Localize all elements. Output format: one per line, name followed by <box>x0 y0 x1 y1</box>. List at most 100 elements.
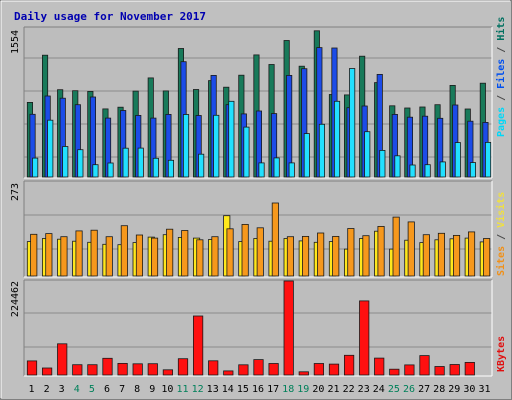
day-label: 17 <box>267 384 279 395</box>
middle-bar-sites-day-9 <box>150 237 159 277</box>
bottom-bar-kbytes-day-7 <box>117 362 128 376</box>
middle-bar-sites-day-23 <box>362 235 370 277</box>
day-label: 19 <box>297 384 309 395</box>
middle-bar-sites-day-15 <box>241 223 249 277</box>
bottom-bar-kbytes-day-16 <box>253 359 264 376</box>
bottom-series-legend: KBytes <box>496 336 507 372</box>
day-label: 31 <box>478 384 490 395</box>
top-bar-pages-day-21 <box>333 100 341 178</box>
day-label: 22 <box>343 384 355 395</box>
top-bar-pages-day-2 <box>47 119 54 178</box>
day-label: 1 <box>28 384 34 395</box>
day-label: 3 <box>59 384 65 395</box>
day-label: 29 <box>448 384 460 395</box>
top-bar-pages-day-16 <box>258 162 265 178</box>
bottom-bar-kbytes-day-23 <box>359 300 370 376</box>
top-bar-pages-day-20 <box>318 123 325 178</box>
middle-bar-sites-day-13 <box>211 236 219 277</box>
top-bar-pages-day-31 <box>484 141 492 178</box>
middle-bar-sites-day-30 <box>467 231 476 277</box>
day-label: 7 <box>119 384 125 395</box>
middle-bar-sites-day-18 <box>286 236 294 277</box>
top-bar-pages-day-26 <box>409 164 416 178</box>
day-label: 12 <box>192 384 204 395</box>
middle-bar-sites-day-4 <box>75 230 83 277</box>
x-axis-day-labels: 1 2 3 4 5 6 7 8 9 10 11 12 13 14 15 16 17 18 19 20 21 22 23 24 2… <box>28 384 490 395</box>
legend-text: Visits <box>495 192 507 228</box>
day-label: 23 <box>358 384 370 395</box>
top-bar-pages-day-4 <box>77 149 84 178</box>
bottom-bar-kbytes-day-2 <box>42 367 53 376</box>
bottom-bar-kbytes-day-4 <box>72 364 83 376</box>
top-bar-pages-day-17 <box>273 157 280 178</box>
day-label: 4 <box>74 384 80 395</box>
bottom-bar-kbytes-day-29 <box>449 364 460 376</box>
bottom-y-max-label: 224462 <box>10 281 21 317</box>
top-bar-files-day-18 <box>286 75 293 178</box>
top-bar-pages-day-24 <box>379 149 386 178</box>
middle-bar-sites-day-24 <box>377 225 385 277</box>
middle-bar-sites-day-7 <box>120 225 128 277</box>
bottom-bar-kbytes-day-6 <box>102 357 113 376</box>
bottom-bar-kbytes-day-24 <box>374 357 385 376</box>
middle-bar-sites-day-5 <box>90 229 98 277</box>
middle-bar-sites-day-11 <box>181 230 189 277</box>
top-bar-pages-day-15 <box>243 126 250 178</box>
middle-bar-sites-day-26 <box>407 221 415 277</box>
bottom-bar-kbytes-day-22 <box>343 354 355 376</box>
bottom-bar-kbytes-day-1 <box>26 360 38 376</box>
day-label: 10 <box>161 384 173 395</box>
middle-panel <box>23 180 493 278</box>
bottom-bar-kbytes-day-15 <box>238 364 249 376</box>
day-label: 20 <box>312 384 324 395</box>
day-label: 6 <box>104 384 110 395</box>
middle-bar-sites-day-10 <box>166 228 174 277</box>
middle-bar-sites-day-17 <box>271 202 279 277</box>
middle-y-max-label: 273 <box>10 183 21 201</box>
bottom-bar-kbytes-day-17 <box>268 363 279 376</box>
bottom-bar-kbytes-day-3 <box>57 343 68 376</box>
middle-bar-sites-day-28 <box>437 232 445 277</box>
top-bar-pages-day-23 <box>364 131 371 178</box>
top-bar-pages-day-13 <box>213 114 220 178</box>
top-bar-pages-day-25 <box>394 155 401 178</box>
top-bar-pages-day-5 <box>92 164 99 178</box>
bottom-bar-kbytes-day-13 <box>208 360 219 376</box>
middle-bar-sites-day-3 <box>60 236 68 277</box>
day-label: 8 <box>134 384 140 395</box>
day-label: 11 <box>176 384 188 395</box>
middle-bar-sites-day-27 <box>422 234 430 277</box>
top-y-max-label: 1554 <box>10 30 21 54</box>
top-bar-pages-day-14 <box>228 100 235 178</box>
bottom-bar-kbytes-day-30 <box>464 361 475 376</box>
day-label: 15 <box>237 384 249 395</box>
day-label: 21 <box>327 384 339 395</box>
chart-title: Daily usage for November 2017 <box>14 10 206 23</box>
legend-text: Sites <box>495 246 507 276</box>
day-label: 24 <box>373 384 385 395</box>
bottom-bar-kbytes-day-18 <box>283 280 294 376</box>
middle-bar-sites-day-22 <box>347 228 355 277</box>
top-bar-pages-day-6 <box>107 162 114 178</box>
top-bar-pages-day-19 <box>303 133 310 178</box>
day-label: 2 <box>44 384 50 395</box>
day-label: 14 <box>222 384 234 395</box>
top-bar-pages-day-29 <box>454 142 461 178</box>
legend-text: / <box>496 89 507 107</box>
bottom-bar-kbytes-day-14 <box>223 370 234 376</box>
middle-bar-sites-day-21 <box>332 235 340 277</box>
legend-text: Hits <box>495 17 507 41</box>
legend-text: / <box>496 41 507 59</box>
day-label: 27 <box>418 384 430 395</box>
bottom-bar-kbytes-day-25 <box>389 368 400 376</box>
bottom-bar-kbytes-day-5 <box>87 364 98 376</box>
bottom-bar-kbytes-day-28 <box>434 366 445 376</box>
bottom-bar-kbytes-day-20 <box>313 363 325 376</box>
legend-text: / <box>496 228 507 246</box>
day-label: 9 <box>149 384 155 395</box>
top-bar-pages-day-10 <box>167 159 175 178</box>
day-label: 28 <box>433 384 445 395</box>
top-bar-pages-day-22 <box>349 68 356 178</box>
